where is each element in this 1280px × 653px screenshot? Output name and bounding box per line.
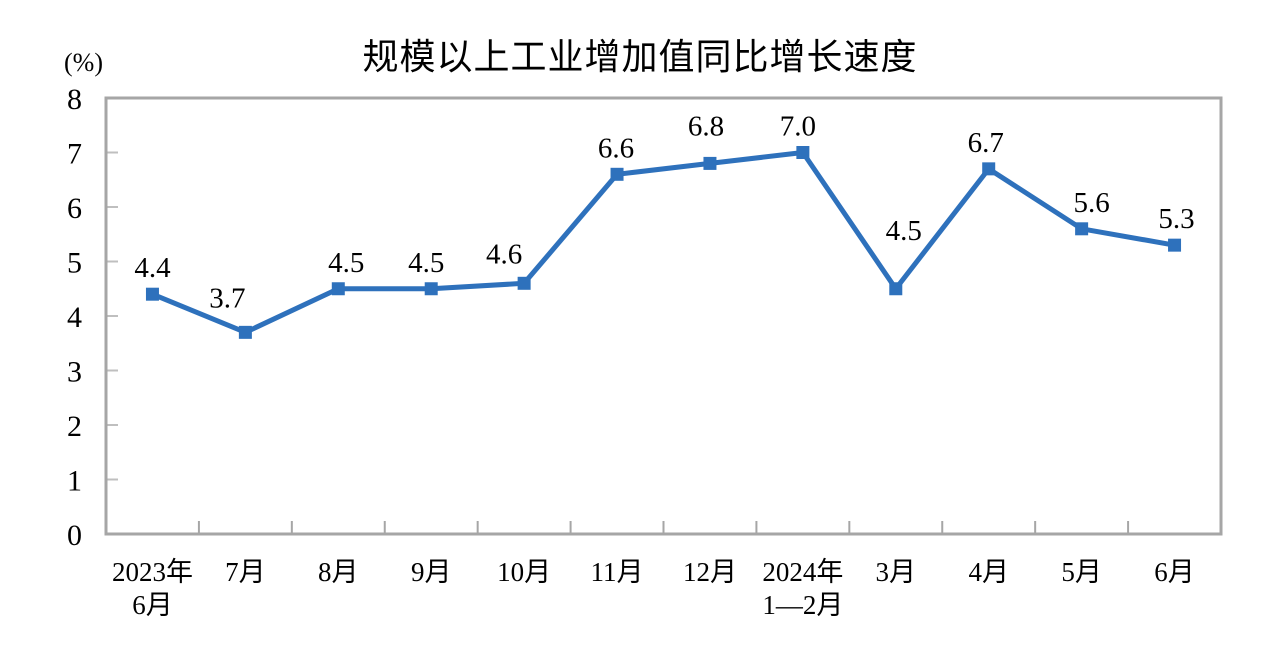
series-line xyxy=(151,150,1175,335)
x-category-label: 12月 xyxy=(683,557,737,587)
data-label: 4.4 xyxy=(134,252,171,284)
x-category-label: 9月 xyxy=(411,557,452,587)
x-category-label: 10月 xyxy=(497,557,551,587)
y-tick-label: 8 xyxy=(67,83,82,116)
data-label: 5.3 xyxy=(1158,203,1194,235)
y-tick-label: 5 xyxy=(67,247,82,280)
x-category-label: 6月 xyxy=(1154,557,1195,587)
data-point-marker xyxy=(517,276,531,290)
data-point-marker xyxy=(1168,238,1182,252)
y-axis-unit-label: (%) xyxy=(64,48,103,77)
y-tick-label: 2 xyxy=(67,410,82,443)
x-category-label: 3月 xyxy=(876,557,917,587)
y-tick-label: 1 xyxy=(67,465,82,498)
y-tick-label: 6 xyxy=(67,192,82,225)
x-category-label: 11月 xyxy=(591,557,644,587)
plot-area-border xyxy=(104,96,1223,536)
data-point-marker xyxy=(796,146,810,159)
x-category-label: 8月 xyxy=(318,557,359,587)
chart-title: 规模以上工业增加值同比增长速度 xyxy=(362,36,918,77)
y-tick-label: 7 xyxy=(67,138,82,171)
data-label: 4.6 xyxy=(486,238,522,270)
x-category-label: 6月 xyxy=(132,590,173,620)
data-point-marker xyxy=(610,167,624,181)
x-category-label: 2024年 xyxy=(762,557,843,587)
data-label: 3.7 xyxy=(209,282,245,314)
x-category-label: 7月 xyxy=(225,557,266,587)
y-tick-label: 0 xyxy=(67,519,82,552)
data-label: 4.5 xyxy=(408,247,444,279)
data-point-marker xyxy=(238,325,252,339)
data-point-marker xyxy=(703,156,717,170)
data-label: 6.8 xyxy=(688,110,724,142)
y-tick-label: 3 xyxy=(67,356,82,389)
data-label: 6.7 xyxy=(968,127,1004,159)
x-category-label: 5月 xyxy=(1061,557,1102,587)
data-label: 6.6 xyxy=(598,132,634,164)
data-label: 7.0 xyxy=(780,111,816,143)
data-point-marker xyxy=(1075,222,1089,236)
x-category-label: 4月 xyxy=(968,557,1009,587)
data-point-marker xyxy=(331,282,345,296)
data-point-marker xyxy=(982,162,996,176)
x-category-label: 1—2月 xyxy=(762,590,843,620)
data-point-marker xyxy=(889,282,903,296)
data-point-marker xyxy=(145,287,159,301)
data-point-marker xyxy=(424,282,438,296)
y-tick-label: 4 xyxy=(67,301,82,334)
data-label: 4.5 xyxy=(328,247,364,279)
data-label: 5.6 xyxy=(1074,187,1110,219)
x-category-label: 2023年 xyxy=(112,557,193,587)
data-label: 4.5 xyxy=(886,215,922,247)
